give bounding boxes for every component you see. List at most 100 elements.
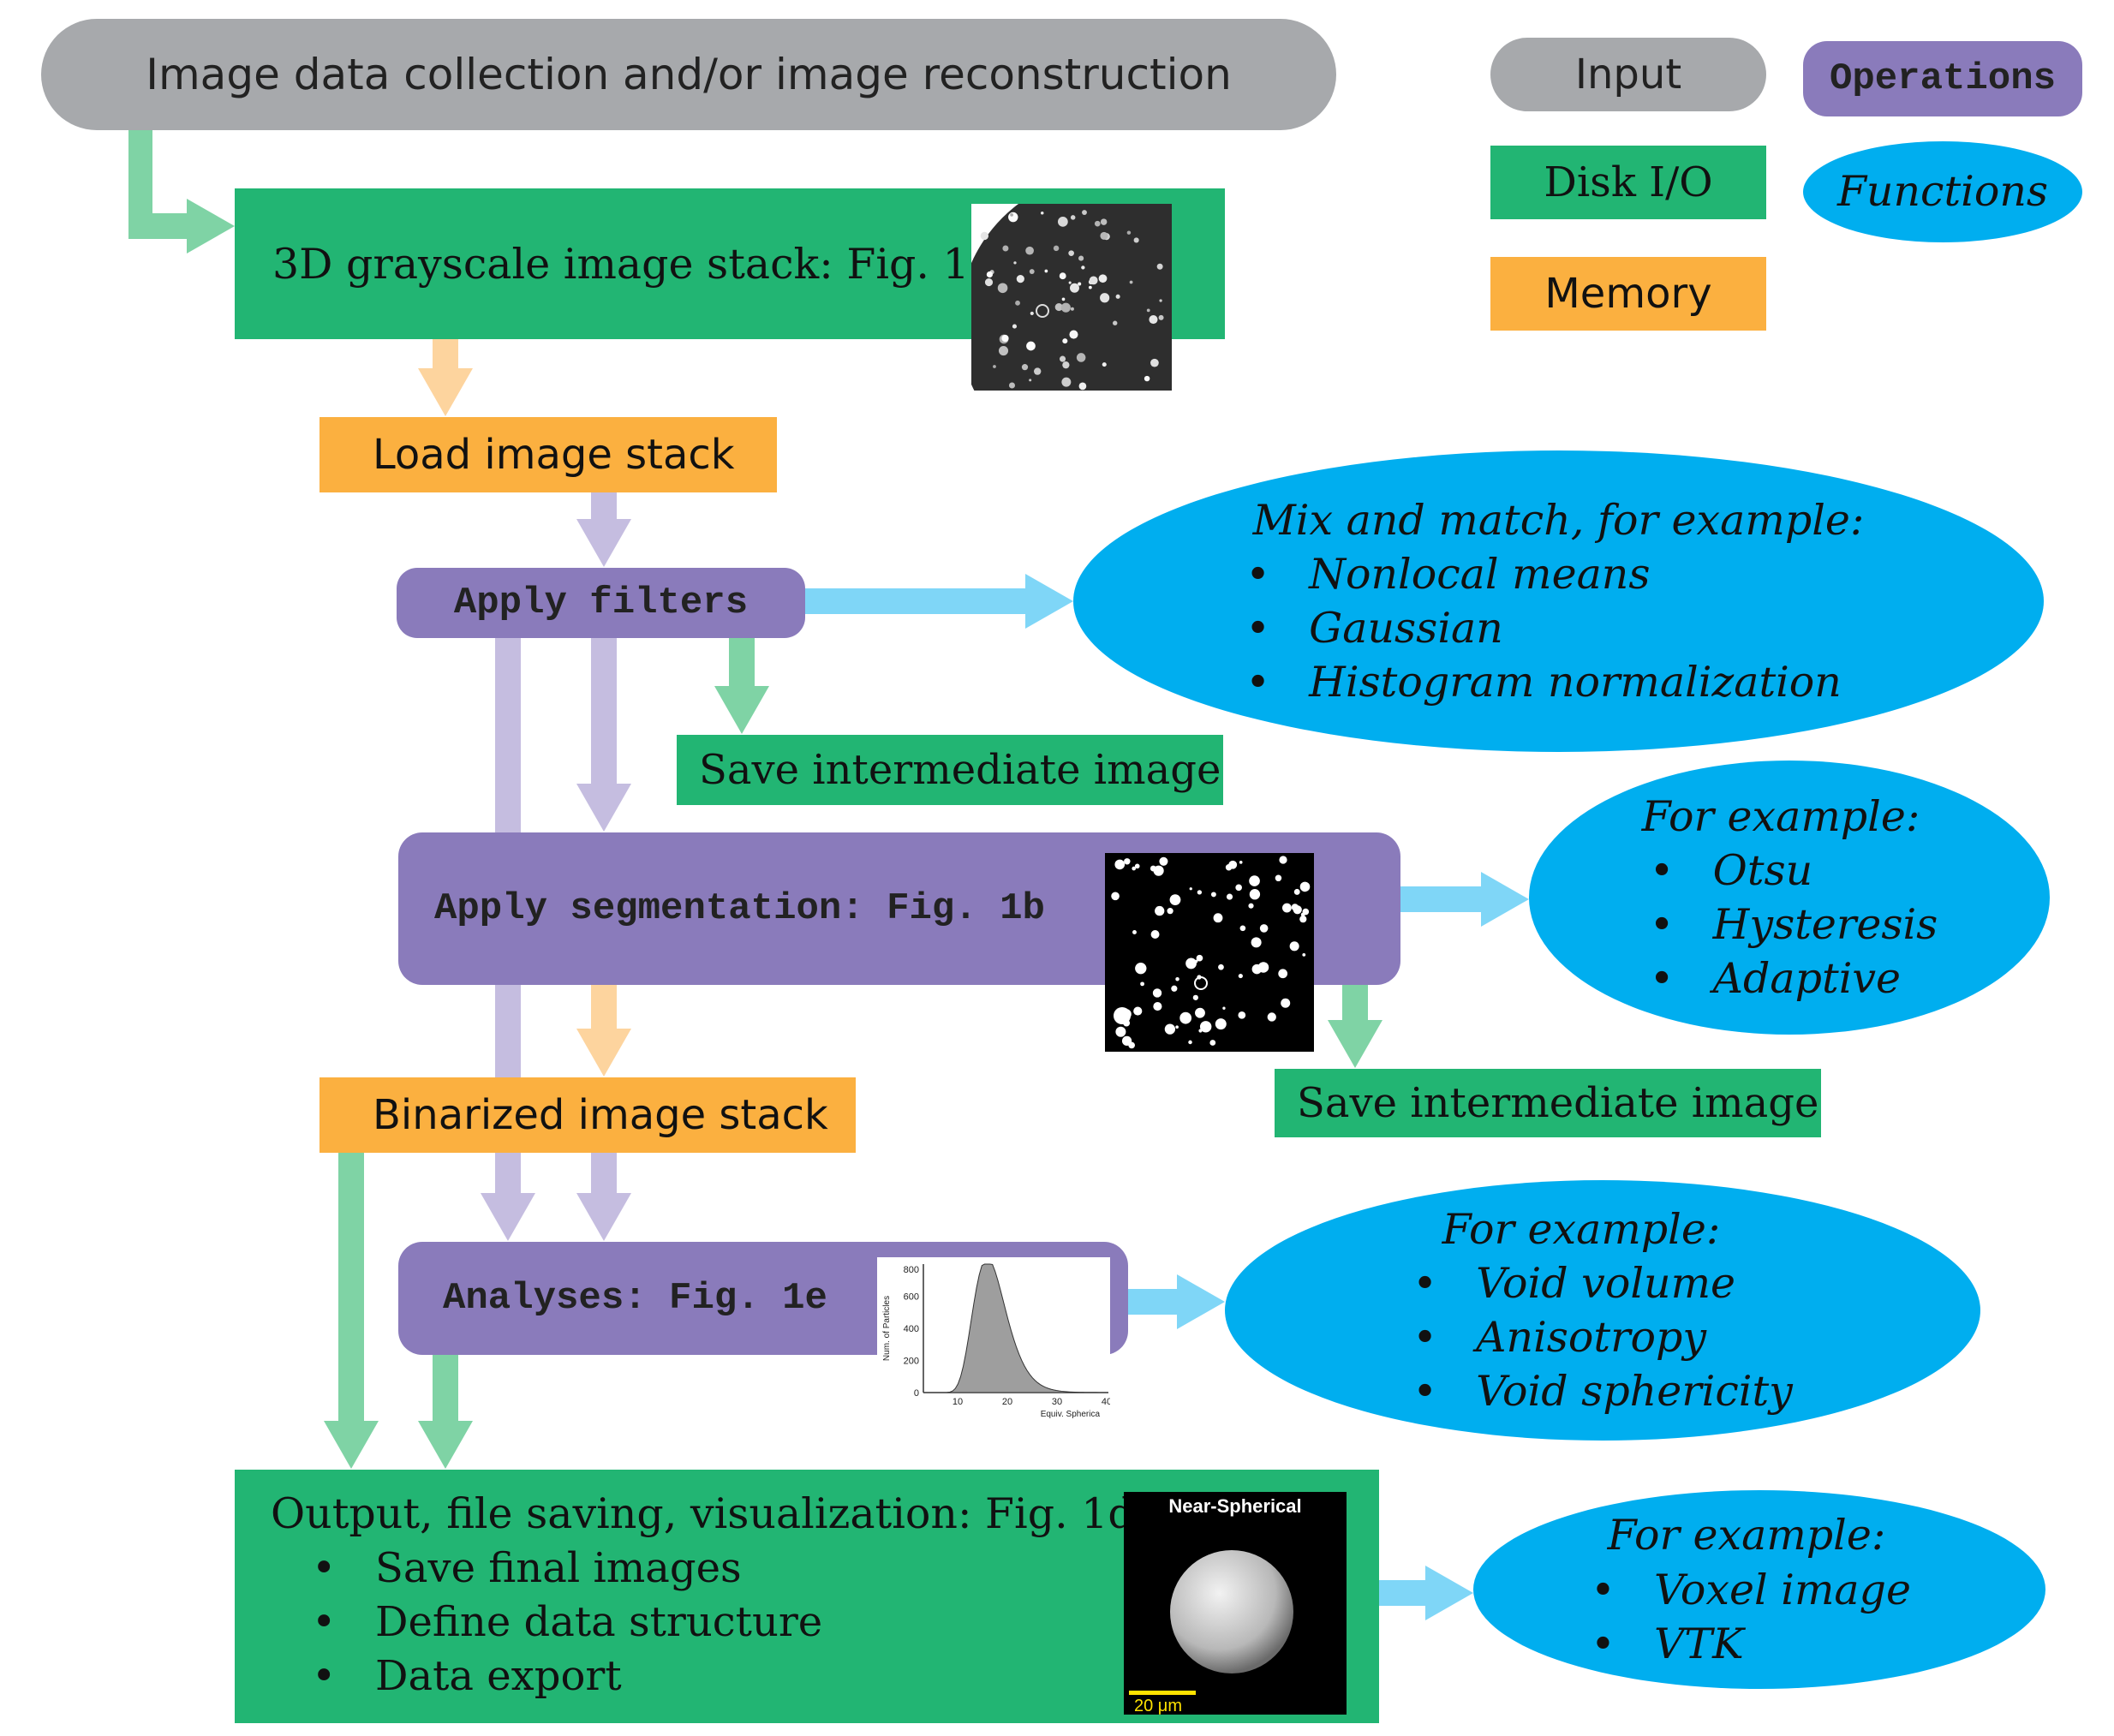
histogram-bars	[947, 1263, 1108, 1393]
segmented-pore	[1279, 856, 1287, 864]
segmentation-to-save-arrow	[1328, 985, 1382, 1068]
slice-pore	[1089, 276, 1098, 285]
legend-input: Input	[1490, 38, 1766, 111]
slice-pore	[1016, 275, 1024, 283]
slice-pore	[980, 231, 989, 241]
slice-pore	[1133, 237, 1139, 243]
slice-pore	[1062, 338, 1068, 344]
histogram-xlabel: Equiv. Spherica	[1041, 1410, 1101, 1419]
slice-pore	[1159, 299, 1162, 302]
slice-pore	[1060, 302, 1071, 313]
segmented-pore	[1185, 957, 1197, 969]
slice-pore	[1062, 361, 1070, 369]
filters-to-functions-arrow	[805, 574, 1073, 629]
function-item: Hysteresis	[1650, 898, 1938, 952]
sphere-render	[1170, 1550, 1293, 1673]
slice-pore	[1026, 341, 1036, 351]
legend-memory: Memory	[1490, 257, 1766, 331]
analyses-to-output-arrow	[418, 1355, 473, 1469]
segmented-pore	[1115, 1026, 1126, 1037]
slice-pore	[1008, 382, 1015, 389]
segmented-pore	[1171, 985, 1178, 992]
histogram-xtick-label: 40	[1102, 1397, 1110, 1407]
segmented-pore	[1150, 865, 1156, 872]
slice-pore	[1013, 261, 1017, 265]
segmented-pore	[1152, 988, 1162, 998]
segmented-pore	[1135, 963, 1147, 975]
analyses-functions-ellipse: For example: Void volume Anisotropy Void…	[1225, 1180, 1980, 1441]
segmented-pore	[1132, 866, 1137, 871]
slice-pore	[1078, 255, 1084, 261]
segmentation-to-binarized-arrow	[576, 985, 631, 1077]
histogram-ytick-label: 400	[904, 1324, 919, 1334]
histogram-xtick-label: 10	[952, 1397, 963, 1407]
segmented-pore	[1235, 884, 1242, 892]
segmentation-functions-ellipse: For example: Otsu Hysteresis Adaptive	[1529, 761, 2050, 1035]
function-item: Nonlocal means	[1245, 547, 1842, 601]
slice-pore	[1098, 274, 1108, 283]
slice-pore	[1053, 245, 1060, 252]
slice-pore	[1156, 263, 1163, 270]
legend-functions: Functions	[1803, 141, 2082, 242]
slice-pore	[1057, 216, 1068, 227]
histogram-xtick-label: 20	[1002, 1397, 1012, 1407]
slice-pore	[1081, 265, 1085, 270]
slice-pore	[1021, 364, 1029, 371]
segmented-pore	[1251, 937, 1262, 948]
slice-pore	[1029, 379, 1032, 382]
slice-pore	[986, 271, 993, 278]
segmented-pore	[1169, 894, 1181, 906]
segmented-pore	[1128, 1041, 1135, 1049]
filters-to-save-arrow	[714, 638, 769, 734]
slice-pore	[1078, 282, 1082, 286]
load-stack-node: Load image stack	[319, 417, 777, 492]
slice-pore	[1068, 250, 1074, 256]
slice-pore	[1078, 382, 1087, 391]
legend-operations: Operations	[1803, 41, 2082, 116]
slice-pore	[1010, 212, 1013, 217]
segmented-pore	[1198, 1029, 1203, 1033]
binarized-to-output-arrow	[324, 1153, 379, 1469]
histogram-ytick-label: 800	[904, 1265, 919, 1275]
slice-pore	[1029, 269, 1035, 275]
slice-pore	[1002, 245, 1009, 252]
output-item: Define data structure	[312, 1596, 822, 1649]
function-item: Histogram normalization	[1245, 655, 1842, 709]
segmented-pore	[1196, 954, 1203, 962]
slice-pore	[1061, 377, 1072, 387]
analyses-to-functions-arrow	[1128, 1274, 1225, 1329]
segmented-pore	[1226, 893, 1233, 900]
histogram-ytick-label: 600	[904, 1292, 919, 1303]
segmented-pore	[1281, 998, 1291, 1008]
segmented-pore	[1175, 1025, 1179, 1029]
segmented-pore	[1197, 890, 1203, 895]
segmented-pore	[1114, 1007, 1131, 1024]
histogram-ytick-label: 0	[914, 1388, 919, 1399]
segmented-pore	[1238, 1011, 1246, 1019]
segmented-pore	[1249, 889, 1261, 900]
output-to-functions-arrow	[1379, 1566, 1473, 1620]
segmentation-functions-list: Otsu Hysteresis Adaptive	[1650, 844, 1938, 1005]
render-title: Near-Spherical	[1168, 1495, 1301, 1517]
segmented-pore	[1159, 856, 1168, 866]
segmented-pore	[1267, 1012, 1276, 1022]
grayscale-slice-image	[971, 204, 1172, 391]
slice-pore	[1069, 330, 1078, 339]
function-item: VTK	[1591, 1617, 1911, 1671]
slice-pore	[1061, 297, 1066, 301]
slice-pore	[1040, 212, 1044, 215]
collection-to-stack-arrow	[128, 199, 235, 254]
legend-disk-io: Disk I/O	[1490, 146, 1766, 219]
particle-histogram-image: 800 600 400 200 0 10 20 30 40 Num. of Particles Eq…	[877, 1257, 1110, 1425]
slice-ring	[1036, 304, 1049, 318]
slice-pore	[1094, 220, 1101, 227]
slice-pore	[1070, 307, 1074, 311]
segmented-pore	[1210, 892, 1216, 898]
slice-pore	[984, 278, 994, 287]
slice-pore	[1060, 355, 1066, 362]
segmented-pore	[1302, 952, 1306, 957]
binarized-to-analyses-arrow	[576, 1153, 631, 1241]
output-functions-title: For example:	[1607, 1511, 1886, 1560]
segmented-pore	[1133, 1006, 1143, 1016]
function-item: Void sphericity	[1412, 1364, 1793, 1418]
